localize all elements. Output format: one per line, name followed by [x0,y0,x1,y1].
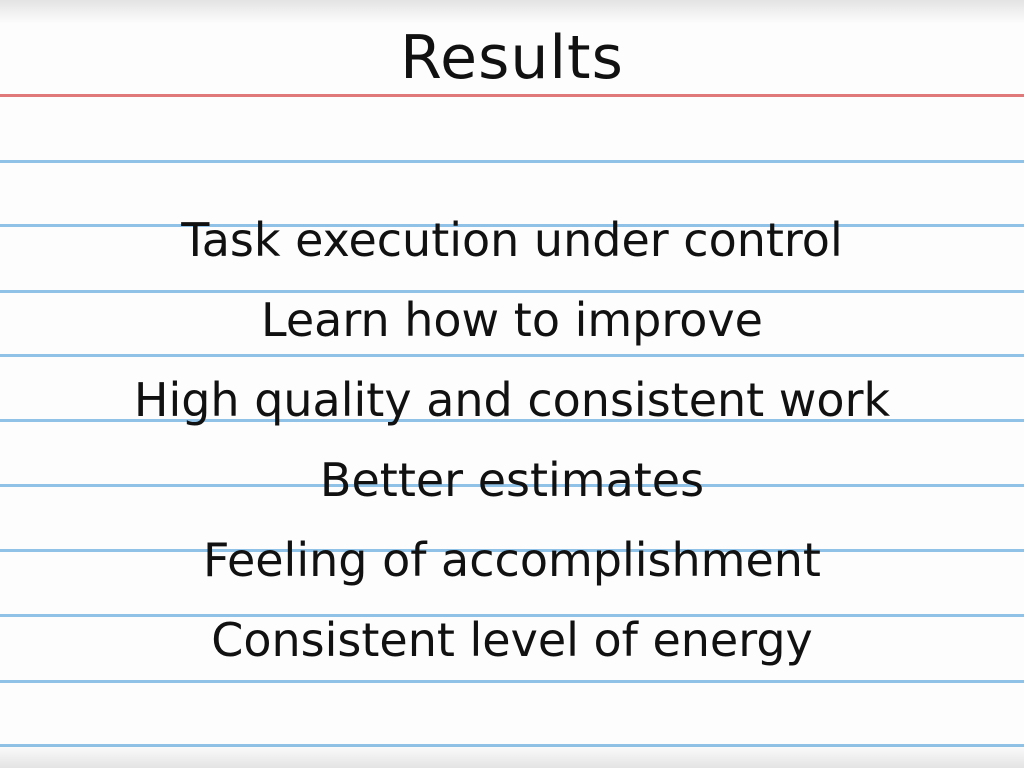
red-header-line [0,94,1024,97]
list-item: Feeling of accomplishment [203,533,821,587]
ruled-line [0,354,1024,357]
slide-title: Results [400,23,624,93]
bottom-edge-shadow [0,744,1024,768]
list-item: Consistent level of energy [211,613,813,667]
list-item: Better estimates [319,453,705,507]
ruled-line [0,680,1024,683]
ruled-line [0,744,1024,747]
list-item: Learn how to improve [261,293,763,347]
results-list: Task execution under control Learn how t… [0,200,1024,680]
ruled-line [0,419,1024,422]
ruled-line [0,614,1024,617]
ruled-line [0,484,1024,487]
ruled-line [0,549,1024,552]
list-item: Task execution under control [181,213,843,267]
ruled-line [0,290,1024,293]
ruled-line [0,160,1024,163]
list-item: High quality and consistent work [133,373,891,427]
ruled-line [0,224,1024,227]
